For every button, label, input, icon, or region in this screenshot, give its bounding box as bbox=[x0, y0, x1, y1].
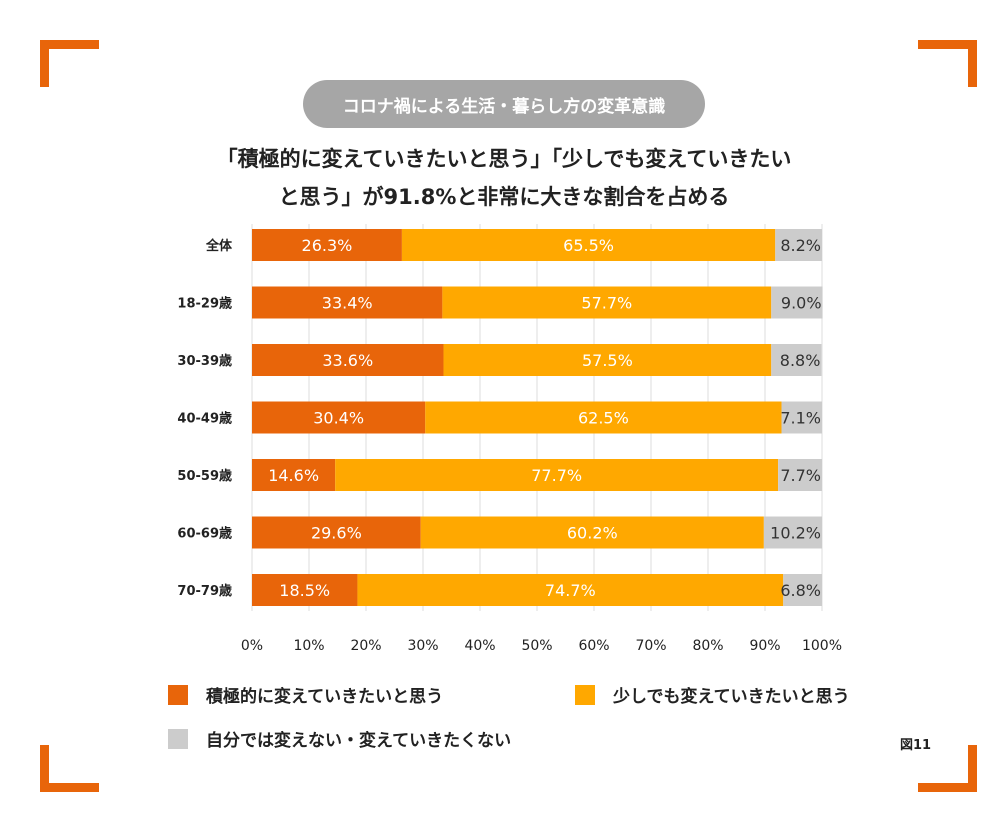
data-label: 6.8% bbox=[780, 581, 821, 600]
legend-swatch bbox=[168, 684, 188, 705]
category-label: 18-29歳 bbox=[177, 296, 232, 312]
bar-segment bbox=[401, 229, 776, 261]
bar-segment bbox=[763, 516, 822, 549]
bar-segment bbox=[425, 401, 782, 434]
legend-item-2: 少しでも変えていきたいと思う bbox=[575, 682, 850, 707]
legend-swatch bbox=[168, 728, 188, 749]
x-tick-label: 50% bbox=[521, 638, 552, 654]
bar-segment bbox=[781, 401, 822, 434]
x-tick-label: 80% bbox=[692, 638, 723, 654]
figure-number: 図11 bbox=[900, 738, 932, 753]
x-tick-label: 40% bbox=[464, 638, 495, 654]
data-label: 62.5% bbox=[578, 409, 629, 428]
data-label: 18.5% bbox=[279, 581, 330, 600]
bar-segment bbox=[252, 286, 443, 319]
category-label: 70-79歳 bbox=[177, 583, 232, 599]
bar-segment bbox=[252, 401, 426, 434]
x-tick-label: 100% bbox=[802, 638, 842, 654]
bar-segment bbox=[252, 574, 358, 606]
data-label: 8.2% bbox=[780, 236, 821, 255]
category-label: 50-59歳 bbox=[177, 468, 232, 484]
category-label: 全体 bbox=[205, 238, 233, 254]
x-tick-label: 0% bbox=[241, 638, 263, 654]
bar-segment bbox=[357, 574, 784, 606]
data-label: 57.7% bbox=[581, 294, 632, 313]
bar-segment bbox=[775, 229, 822, 261]
data-label: 60.2% bbox=[567, 524, 618, 543]
bar-segment bbox=[771, 344, 822, 376]
legend-label: 少しでも変えていきたいと思う bbox=[613, 687, 850, 707]
bar-segment bbox=[252, 344, 444, 376]
bar-segment bbox=[335, 459, 779, 491]
bar-segment bbox=[420, 516, 764, 549]
x-tick-label: 60% bbox=[578, 638, 609, 654]
bar-segment bbox=[771, 286, 823, 319]
bar-segment bbox=[252, 229, 402, 261]
legend-item-3: 自分では変えない・変えていきたくない bbox=[168, 726, 511, 751]
x-tick-label: 90% bbox=[749, 638, 780, 654]
data-label: 33.6% bbox=[322, 351, 373, 370]
legend-item-1: 積極的に変えていきたいと思う bbox=[168, 682, 443, 707]
data-label: 7.1% bbox=[780, 409, 821, 428]
x-tick-label: 10% bbox=[293, 638, 324, 654]
data-label: 74.7% bbox=[545, 581, 596, 600]
x-tick-label: 70% bbox=[635, 638, 666, 654]
corner-bracket-top-right bbox=[918, 40, 977, 87]
category-label: 30-39歳 bbox=[177, 353, 232, 369]
x-tick-label: 20% bbox=[350, 638, 381, 654]
bar-segment bbox=[778, 459, 822, 491]
data-label: 77.7% bbox=[531, 466, 582, 485]
category-label: 60-69歳 bbox=[177, 526, 232, 542]
bar-segment bbox=[443, 344, 772, 376]
title-line-2: と思う」が91.8%と非常に大きな割合を占める bbox=[278, 185, 730, 209]
chart-title: 「積極的に変えていきたいと思う」「少しでも変えていきたい と思う」が91.8%と… bbox=[100, 140, 908, 216]
legend-label: 積極的に変えていきたいと思う bbox=[206, 687, 444, 707]
topic-badge: コロナ禍による生活・暮らし方の変革意識 bbox=[303, 80, 705, 128]
bar-segment bbox=[783, 574, 822, 606]
data-label: 8.8% bbox=[780, 351, 821, 370]
data-label: 29.6% bbox=[311, 524, 362, 543]
bar-segment bbox=[252, 516, 421, 549]
data-label: 33.4% bbox=[322, 294, 373, 313]
data-label: 65.5% bbox=[563, 236, 614, 255]
category-label: 40-49歳 bbox=[177, 411, 232, 427]
data-label: 57.5% bbox=[582, 351, 633, 370]
data-label: 9.0% bbox=[781, 294, 822, 313]
title-line-1: 「積極的に変えていきたいと思う」「少しでも変えていきたい bbox=[216, 147, 792, 171]
data-label: 14.6% bbox=[268, 466, 319, 485]
corner-bracket-bottom-right bbox=[918, 745, 977, 792]
legend-label: 自分では変えない・変えていきたくない bbox=[206, 731, 512, 751]
x-tick-label: 30% bbox=[407, 638, 438, 654]
legend-swatch bbox=[575, 684, 595, 705]
bar-segment bbox=[442, 286, 772, 319]
data-label: 7.7% bbox=[780, 466, 821, 485]
data-label: 30.4% bbox=[313, 409, 364, 428]
corner-bracket-bottom-left bbox=[40, 745, 99, 792]
corner-bracket-top-left bbox=[40, 40, 99, 87]
data-label: 26.3% bbox=[302, 236, 353, 255]
bar-segment bbox=[252, 459, 336, 491]
data-label: 10.2% bbox=[770, 524, 821, 543]
